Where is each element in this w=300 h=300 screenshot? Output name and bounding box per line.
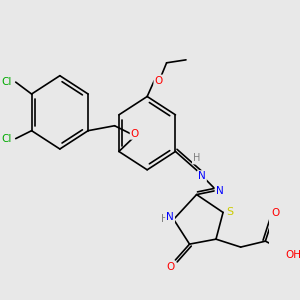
- Text: N: N: [166, 212, 174, 222]
- Text: N: N: [216, 186, 224, 196]
- Text: O: O: [131, 129, 139, 139]
- Text: O: O: [167, 262, 175, 272]
- Text: Cl: Cl: [2, 77, 12, 87]
- Text: Cl: Cl: [2, 134, 12, 144]
- Text: H: H: [161, 214, 169, 224]
- Text: N: N: [198, 171, 206, 181]
- Text: H: H: [193, 153, 200, 164]
- Text: O: O: [154, 76, 163, 85]
- Text: S: S: [226, 207, 234, 218]
- Text: O: O: [272, 208, 280, 218]
- Text: OH: OH: [286, 250, 300, 260]
